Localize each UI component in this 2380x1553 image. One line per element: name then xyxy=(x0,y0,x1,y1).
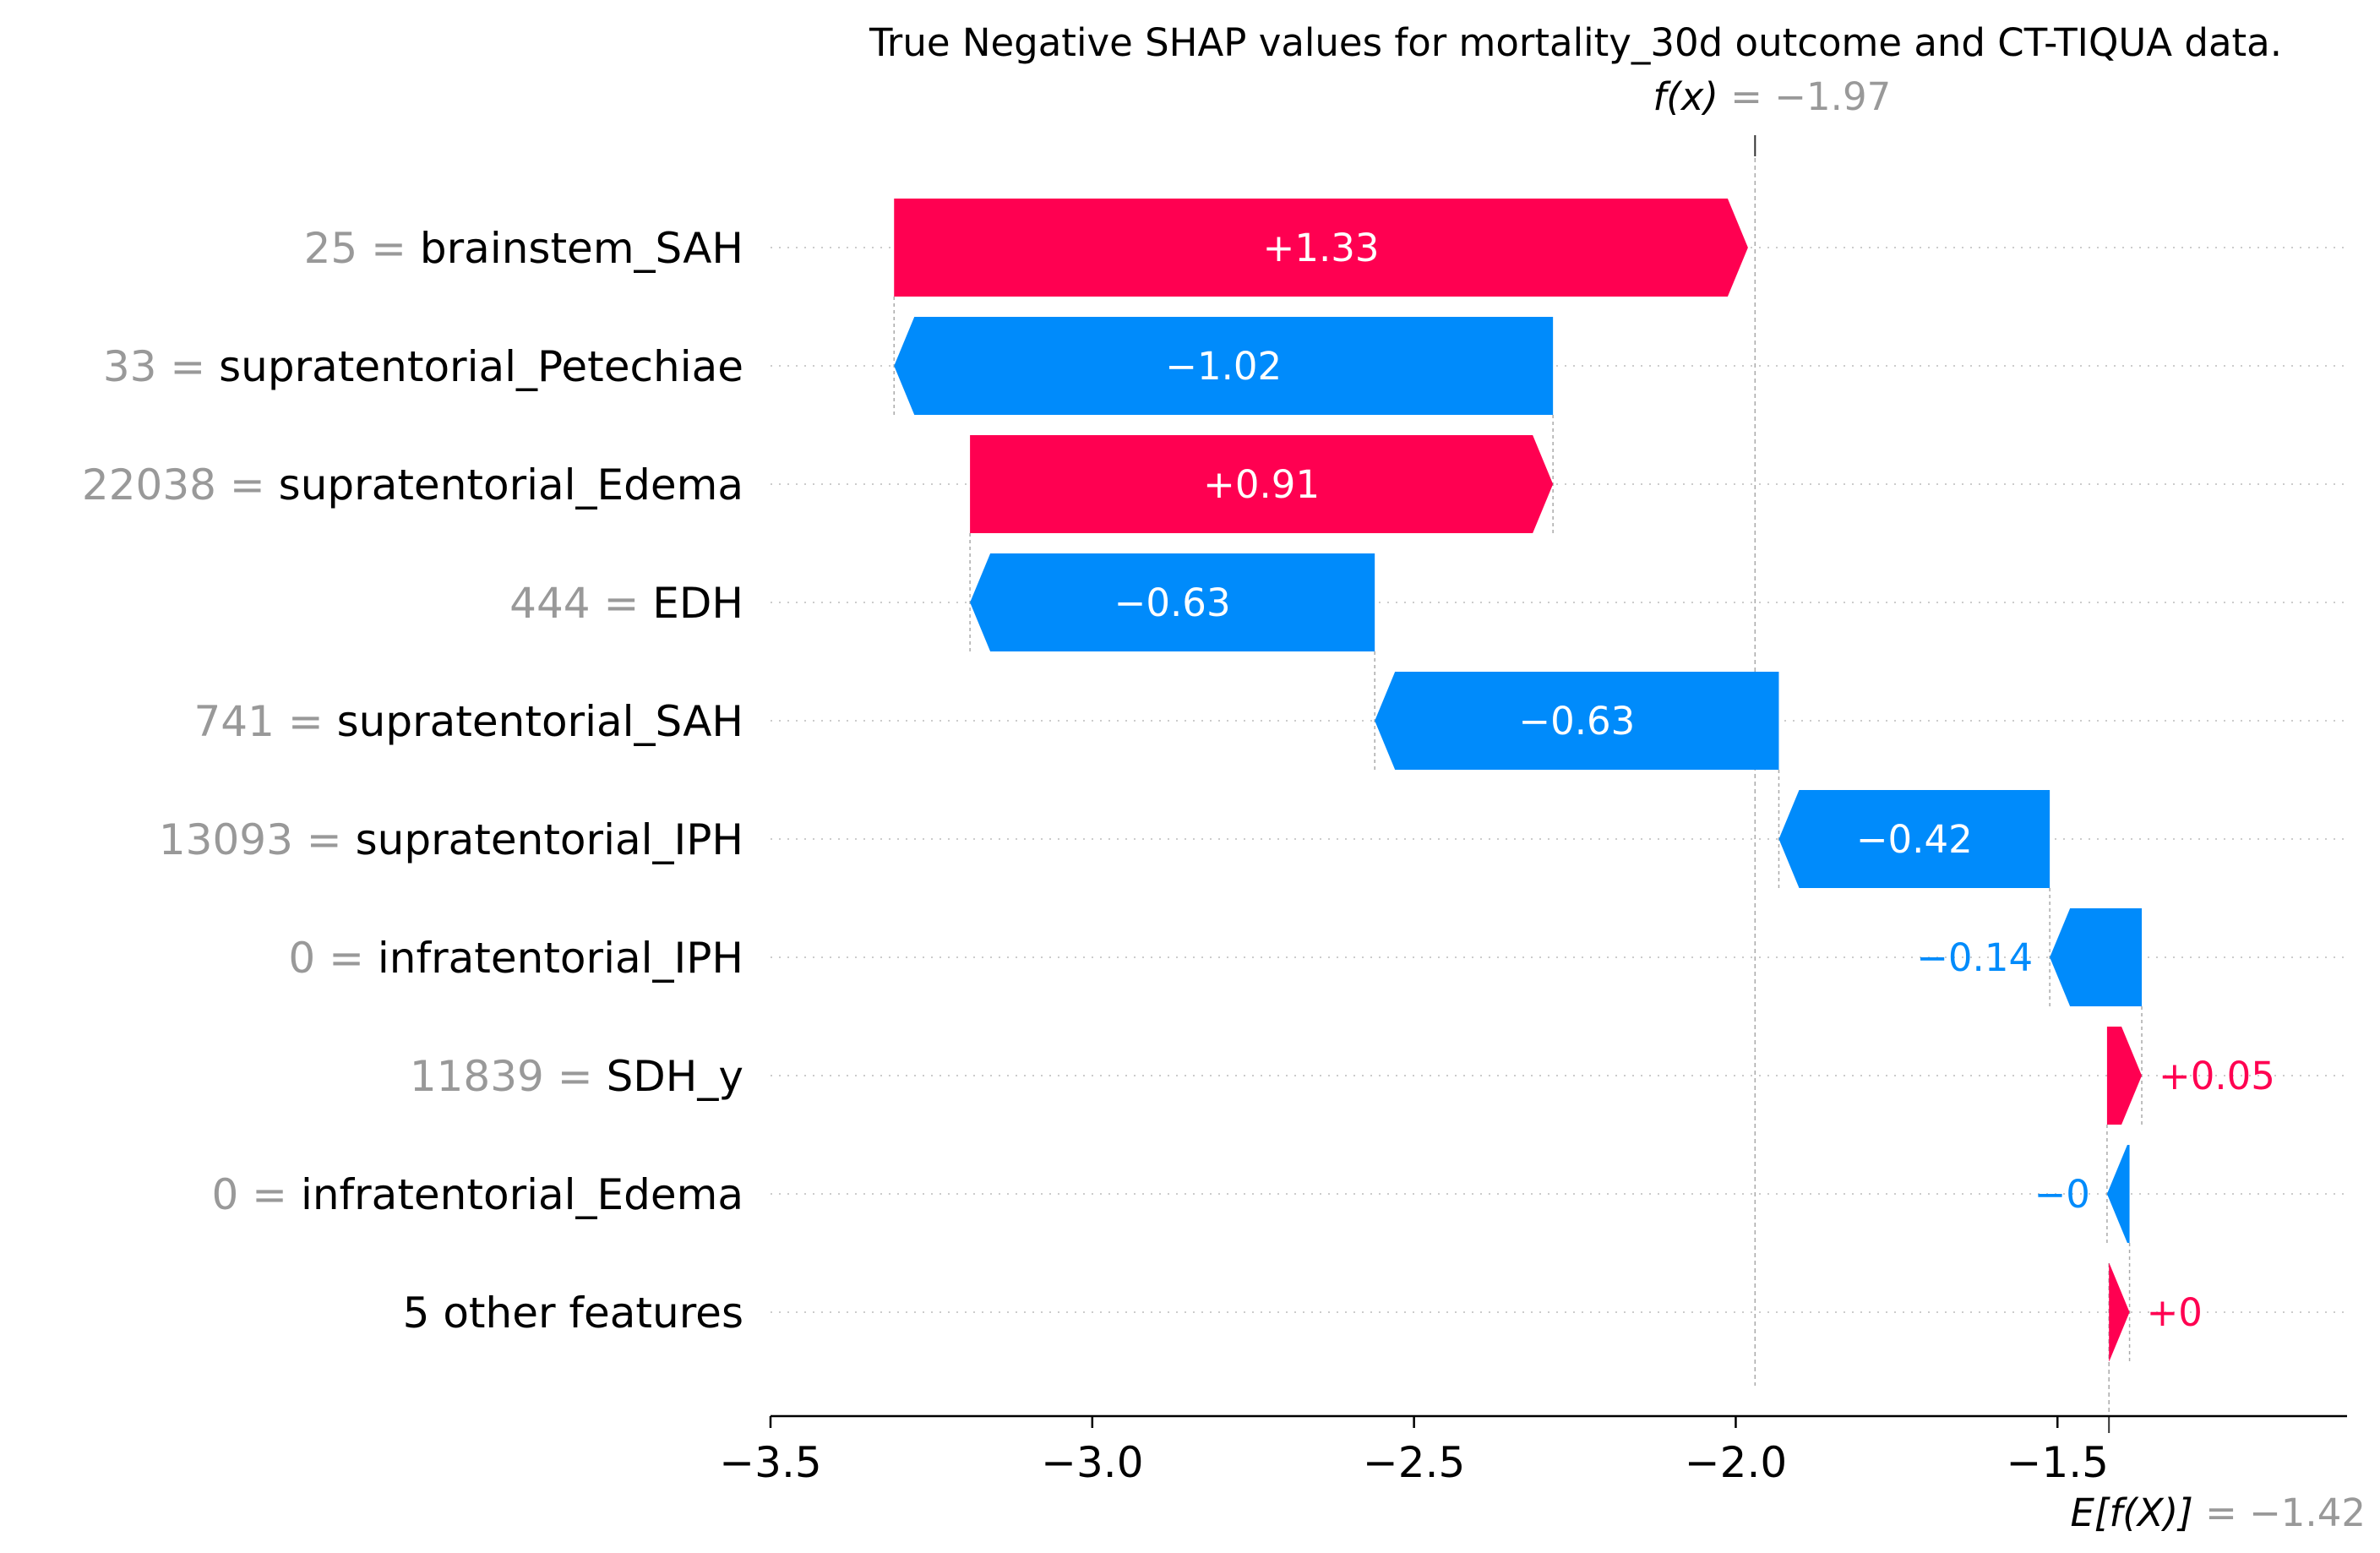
feature-label: 0 = infratentorial_Edema xyxy=(211,1170,743,1219)
x-tick-label: −3.5 xyxy=(719,1438,821,1487)
feature-name: infratentorial_IPH xyxy=(378,934,743,983)
bar-value-label: +0.91 xyxy=(1203,462,1320,507)
feature-label: 5 other features xyxy=(403,1289,743,1338)
feature-value: 0 = xyxy=(288,934,378,983)
feature-value: 25 = xyxy=(304,224,420,273)
fx-label: f(x) xyxy=(1653,74,1718,119)
feature-label: 22038 = supratentorial_Edema xyxy=(82,460,743,509)
efx-annotation: E[f(X)] = −1.42 xyxy=(2070,1490,2366,1535)
fx-annotation: f(x) = −1.97 xyxy=(1653,74,1891,119)
feature-name: SDH_y xyxy=(607,1052,743,1101)
feature-name: infratentorial_Edema xyxy=(301,1170,743,1219)
efx-label: E[f(X)] xyxy=(2070,1490,2192,1535)
negative-bar xyxy=(2106,1145,2130,1243)
negative-bar xyxy=(1375,672,1779,770)
bar-value-label: −0 xyxy=(2034,1172,2090,1217)
efx-value: = −1.42 xyxy=(2193,1490,2366,1535)
feature-name: 5 other features xyxy=(403,1289,743,1338)
feature-label: 741 = supratentorial_SAH xyxy=(194,697,744,746)
bars: +1.33 −1.02 +0.91 −0.63 −0.63 −0.42 −0.14 +0.05… xyxy=(894,199,2275,1361)
x-tick-label: −3.0 xyxy=(1041,1438,1143,1487)
bar-value-label: −0.14 xyxy=(1916,935,2033,980)
x-tick-label: −2.0 xyxy=(1685,1438,1787,1487)
feature-value: 33 = xyxy=(103,342,219,391)
feature-value: 22038 = xyxy=(82,460,279,509)
feature-value: 444 = xyxy=(509,579,652,628)
x-tick-label: −2.5 xyxy=(1363,1438,1465,1487)
positive-bar xyxy=(2106,1027,2143,1125)
feature-label: 13093 = supratentorial_IPH xyxy=(159,815,743,864)
bar-value-label: +1.33 xyxy=(1263,226,1380,270)
positive-bar xyxy=(970,435,1554,533)
bar-value-label: +0.05 xyxy=(2159,1054,2275,1098)
bar-value-label: −1.02 xyxy=(1165,344,1282,389)
feature-name: supratentorial_Edema xyxy=(279,460,743,509)
feature-value: 741 = xyxy=(194,697,337,746)
bar-value-label: −0.63 xyxy=(1518,699,1635,744)
feature-name: EDH xyxy=(652,579,743,628)
negative-bar xyxy=(970,553,1375,651)
x-axis: −3.5 −3.0 −2.5 −2.0 −1.5 xyxy=(719,1414,2347,1487)
bar-value-label: −0.42 xyxy=(1856,817,1973,862)
chart-title: True Negative SHAP values for mortality_… xyxy=(869,20,2282,65)
negative-bar xyxy=(2050,908,2143,1006)
feature-labels: 25 = brainstem_SAH 33 = supratentorial_Pe… xyxy=(82,224,743,1338)
feature-label: 0 = infratentorial_IPH xyxy=(288,934,743,983)
positive-bar xyxy=(894,199,1748,297)
fx-value: = −1.97 xyxy=(1718,74,1891,119)
feature-label: 444 = EDH xyxy=(509,579,743,628)
feature-value: 0 = xyxy=(211,1170,301,1219)
bar-value-label: −0.63 xyxy=(1114,580,1231,625)
feature-name: supratentorial_SAH xyxy=(337,697,743,746)
bar-value-label: +0 xyxy=(2147,1290,2203,1335)
x-tick-label: −1.5 xyxy=(2007,1438,2109,1487)
feature-name: supratentorial_Petechiae xyxy=(219,342,743,391)
feature-label: 33 = supratentorial_Petechiae xyxy=(103,342,743,391)
feature-value: 11839 = xyxy=(410,1052,607,1101)
negative-bar xyxy=(894,317,1554,415)
feature-value: 13093 = xyxy=(159,815,356,864)
feature-label: 11839 = SDH_y xyxy=(410,1052,743,1101)
feature-name: supratentorial_IPH xyxy=(356,815,743,864)
positive-bar xyxy=(2109,1263,2130,1361)
negative-bar xyxy=(1778,790,2051,888)
feature-name: brainstem_SAH xyxy=(420,224,743,273)
feature-label: 25 = brainstem_SAH xyxy=(304,224,743,273)
